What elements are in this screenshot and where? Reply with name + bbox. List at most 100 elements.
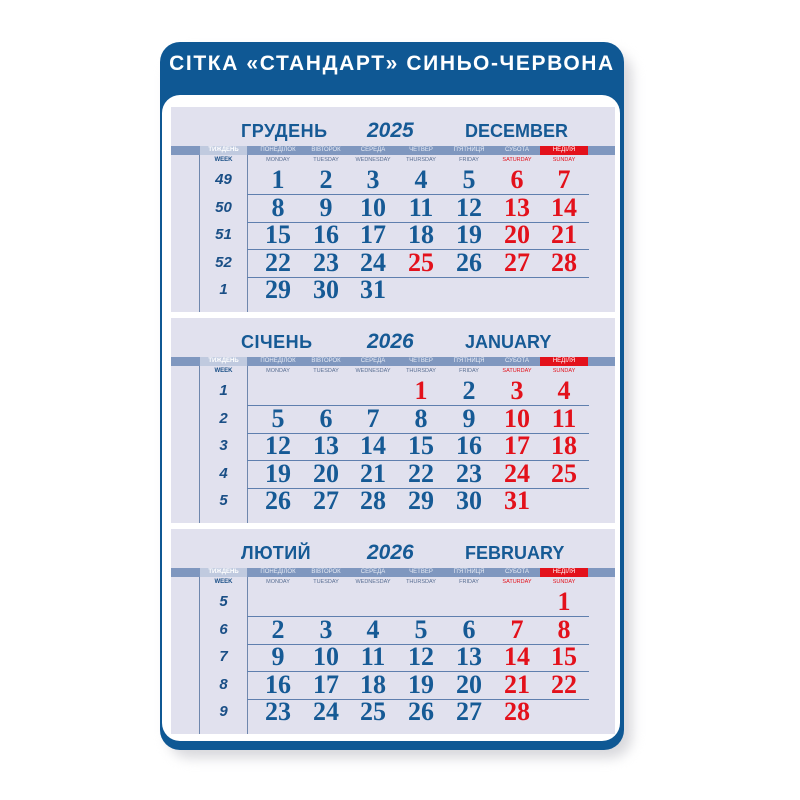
day-number: 12 [265, 431, 291, 460]
day-number: 28 [504, 697, 530, 726]
day-number: 18 [408, 220, 434, 249]
weekday-label-en: MONDAY [266, 368, 290, 374]
day-number: 28 [360, 486, 386, 515]
day-number: 26 [265, 486, 291, 515]
week-number: 5 [219, 492, 228, 509]
day-number: 29 [408, 486, 434, 515]
week-header-ua: ТИЖДЕНЬ [200, 568, 247, 577]
month-name-ua: СІЧЕНЬ [241, 332, 313, 352]
weekday-label-ua: НЕДІЛЯ [540, 568, 588, 577]
weekday-header-bar [171, 357, 615, 366]
weekday-header-bar [171, 568, 615, 577]
day-number: 16 [456, 431, 482, 460]
weekday-label-ua: ЧЕТВЕР [409, 147, 433, 153]
weekday-label-ua: П'ЯТНИЦЯ [453, 147, 485, 153]
day-number: 28 [551, 247, 577, 277]
week-number: 2 [219, 409, 228, 427]
weekday-label-ua: П'ЯТНИЦЯ [453, 358, 485, 364]
day-number: 20 [313, 458, 339, 488]
day-number: 17 [313, 669, 339, 699]
day-number: 31 [504, 486, 530, 515]
day-number: 25 [551, 458, 577, 488]
weekday-label-ua: СЕРЕДА [360, 569, 386, 575]
week-number: 3 [219, 437, 228, 454]
day-number: 23 [265, 697, 291, 726]
weekday-label-ua: ПОНЕДІЛОК [260, 569, 296, 575]
row-divider [247, 276, 589, 278]
week-number: 49 [215, 171, 232, 188]
day-number: 10 [313, 642, 339, 671]
day-number: 5 [462, 165, 476, 194]
day-number: 24 [504, 458, 530, 488]
month-name-ua: ЛЮТИЙ [241, 543, 312, 563]
day-number: 15 [265, 220, 291, 249]
divider [247, 366, 248, 523]
weekday-label-ua: ВІВТОРОК [311, 569, 341, 575]
divider [199, 577, 200, 734]
weekday-label-ua: ЧЕТВЕР [409, 358, 433, 364]
week-number: 9 [219, 703, 228, 720]
week-header-en: WEEK [214, 157, 233, 163]
day-number: 16 [313, 220, 339, 249]
week-header-ua: ТИЖДЕНЬ [200, 146, 247, 155]
week-number: 8 [219, 675, 228, 693]
day-number: 25 [360, 697, 386, 726]
weekday-label-ua: СУБОТА [505, 569, 529, 575]
day-number: 31 [360, 275, 386, 304]
day-number: 8 [557, 614, 571, 644]
day-number: 30 [456, 486, 482, 515]
day-number: 25 [408, 247, 434, 277]
row-divider [247, 487, 589, 489]
row-divider [247, 432, 589, 434]
day-number: 24 [313, 697, 339, 726]
week-number: 51 [215, 226, 232, 243]
month-year: 2026 [367, 541, 414, 564]
day-number: 21 [504, 669, 530, 699]
day-number: 1 [271, 165, 285, 194]
week-number: 6 [219, 620, 228, 638]
day-number: 11 [360, 642, 386, 671]
weekday-label-ua: НЕДІЛЯ [540, 146, 588, 155]
weekday-label-ua: ЧЕТВЕР [409, 569, 433, 575]
day-number: 14 [504, 642, 530, 671]
row-divider [247, 194, 589, 195]
weekday-label-en: THURSDAY [406, 579, 436, 585]
row-divider [247, 671, 589, 672]
day-number: 8 [271, 192, 285, 222]
weekday-label-en: SUNDAY [552, 368, 576, 374]
divider [247, 155, 248, 312]
day-number: 14 [360, 431, 386, 460]
weekday-label-en: SUNDAY [552, 579, 576, 585]
weekday-label-ua: СЕРЕДА [360, 147, 386, 153]
week-number: 1 [219, 281, 228, 298]
day-number: 22 [408, 458, 434, 488]
day-number: 21 [360, 458, 386, 488]
month-year: 2026 [367, 330, 414, 353]
day-number: 6 [462, 614, 476, 644]
weekday-label-en: SATURDAY [502, 157, 532, 163]
day-number: 15 [551, 642, 577, 671]
weekday-label-en: SATURDAY [502, 368, 532, 374]
weekday-label-en: WEDNESDAY [355, 368, 391, 374]
weekday-label-en: MONDAY [266, 579, 290, 585]
day-number: 2 [319, 165, 333, 194]
week-number: 4 [219, 464, 228, 482]
weekday-label-ua: ВІВТОРОК [311, 358, 341, 364]
day-number: 9 [271, 642, 285, 671]
row-divider [247, 698, 589, 700]
day-number: 18 [551, 431, 577, 460]
month-panel-february: ЛЮТИЙ 2026 FEBRUARY ТИЖДЕНЬ WEEK ПОНЕДІЛОК MON… [171, 529, 615, 734]
week-number: 50 [215, 198, 232, 216]
day-number: 22 [265, 247, 291, 277]
weekday-label-en: WEDNESDAY [355, 579, 391, 585]
day-number: 22 [551, 669, 577, 699]
month-panel-december: ГРУДЕНЬ 2025 DECEMBER ТИЖДЕНЬ WEEK ПОНЕДІЛОК M… [171, 107, 615, 312]
day-number: 15 [408, 431, 434, 460]
weekday-label-ua: ПОНЕДІЛОК [260, 358, 296, 364]
weekday-label-en: THURSDAY [406, 368, 436, 374]
day-number: 27 [504, 247, 530, 277]
day-number: 12 [408, 642, 434, 671]
day-number: 16 [265, 669, 291, 699]
weekday-label-en: FRIDAY [459, 368, 479, 374]
day-number: 3 [366, 165, 380, 194]
